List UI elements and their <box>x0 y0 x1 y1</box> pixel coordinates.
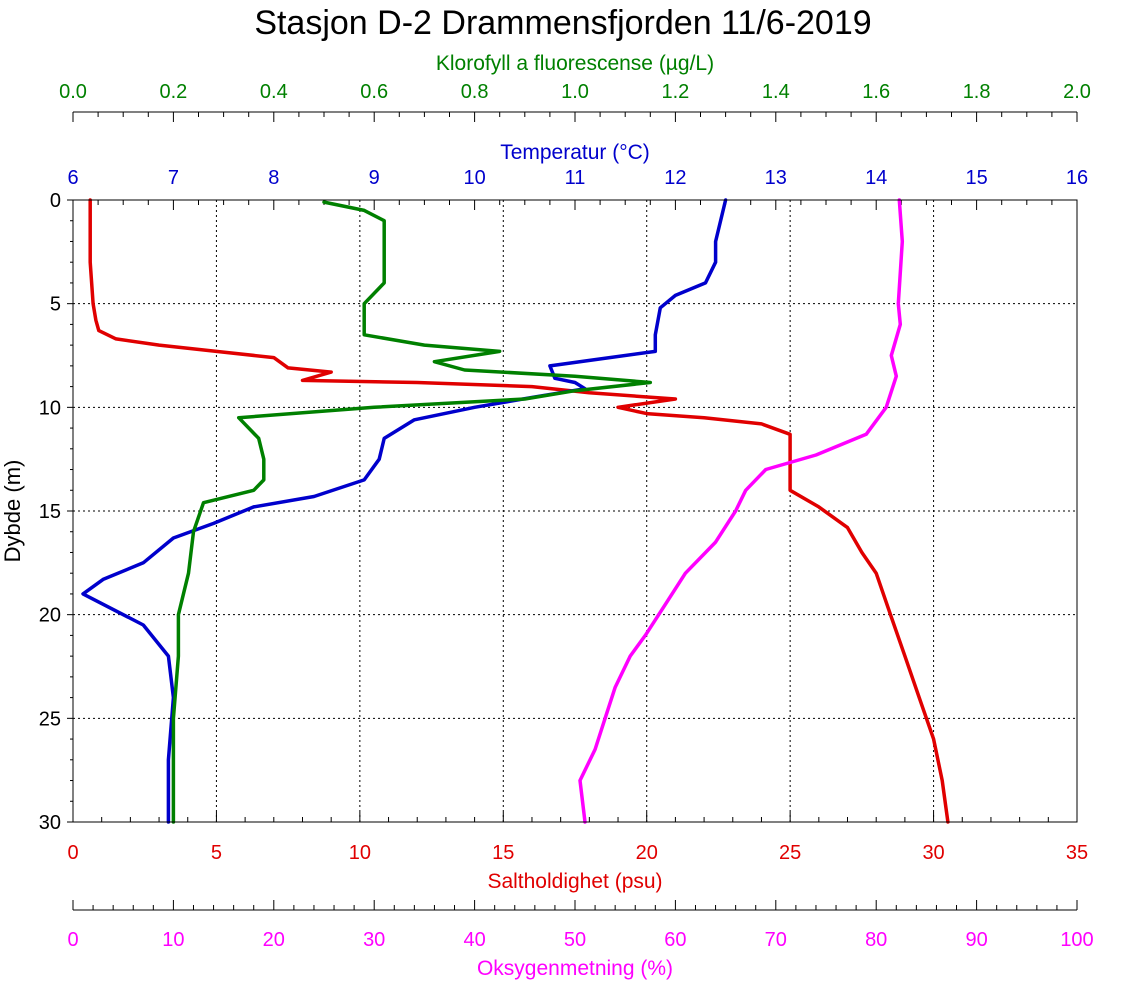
temperature-profile-line <box>81 198 728 824</box>
oxygen-tick-label: 100 <box>1060 929 1093 951</box>
salinity-tick-label: 5 <box>211 842 222 864</box>
chlorophyll-axis-title: Klorofyll a fluorescense (µg/L) <box>436 52 714 75</box>
y-tick-label: 10 <box>39 397 61 419</box>
grid <box>73 200 1077 822</box>
temperature-tick-label: 12 <box>664 167 686 189</box>
oxygen-tick-label: 0 <box>67 929 78 951</box>
chlorophyll-tick-label: 0.2 <box>159 81 187 103</box>
salinity-tick-label: 15 <box>492 842 514 864</box>
chlorophyll-tick-label: 1.0 <box>561 81 589 103</box>
chlorophyll-tick-label: 0.0 <box>59 81 87 103</box>
temperature-tick-label: 13 <box>765 167 787 189</box>
temperature-axis-title: Temperatur (°C) <box>500 141 650 164</box>
oxygen-tick-label: 10 <box>162 929 184 951</box>
chlorophyll-profile-line <box>171 200 653 824</box>
chlorophyll-tick-label: 1.4 <box>762 81 790 103</box>
temperature-tick-label: 15 <box>965 167 987 189</box>
chlorophyll-tick-label: 0.8 <box>461 81 489 103</box>
y-tick-label: 25 <box>39 708 61 730</box>
salinity-tick-label: 0 <box>67 842 78 864</box>
oxygen-profile-line <box>578 198 905 824</box>
chlorophyll-tick-label: 0.6 <box>360 81 388 103</box>
y-tick-label: 30 <box>39 812 61 834</box>
chlorophyll-tick-label: 1.8 <box>963 81 991 103</box>
oxygen-tick-label: 90 <box>965 929 987 951</box>
salinity-axis-title: Saltholdighet (psu) <box>487 870 662 893</box>
temperature-tick-label: 8 <box>268 167 279 189</box>
chlorophyll-tick-label: 1.6 <box>862 81 890 103</box>
temperature-tick-label: 6 <box>67 167 78 189</box>
chlorophyll-tick-label: 0.4 <box>260 81 288 103</box>
series-lines <box>81 198 950 824</box>
salinity-tick-label: 30 <box>922 842 944 864</box>
salinity-tick-label: 25 <box>779 842 801 864</box>
temperature-tick-label: 16 <box>1066 167 1088 189</box>
y-axis-label: Dybde (m) <box>0 460 25 563</box>
y-tick-label: 5 <box>50 294 61 316</box>
chlorophyll-tick-label: 2.0 <box>1063 81 1091 103</box>
salinity-tick-label: 35 <box>1066 842 1088 864</box>
salinity-tick-label: 20 <box>636 842 658 864</box>
salinity-profile-line <box>88 198 950 824</box>
y-tick-label: 20 <box>39 605 61 627</box>
oxygen-tick-label: 40 <box>463 929 485 951</box>
plot-frame <box>72 199 1078 823</box>
axes: 0 5 10 15 20 25 30 0.0 0.2 0.4 0.6 0.8 1.0 1.2 1.4 1.6 1… <box>39 52 1094 980</box>
y-tick-label: 15 <box>39 501 61 523</box>
oxygen-tick-label: 20 <box>263 929 285 951</box>
salinity-tick-label: 10 <box>349 842 371 864</box>
temperature-tick-label: 14 <box>865 167 887 189</box>
oxygen-tick-label: 50 <box>564 929 586 951</box>
oxygen-tick-label: 80 <box>865 929 887 951</box>
chart-title: Stasjon D-2 Drammensfjorden 11/6-2019 <box>254 4 871 42</box>
temperature-tick-label: 10 <box>463 167 485 189</box>
temperature-tick-label: 11 <box>565 167 586 189</box>
chlorophyll-tick-label: 1.2 <box>661 81 689 103</box>
temperature-tick-label: 7 <box>168 167 179 189</box>
oxygen-axis-title: Oksygenmetning (%) <box>477 957 673 980</box>
oxygen-tick-label: 70 <box>765 929 787 951</box>
y-tick-label: 0 <box>50 190 61 212</box>
oxygen-tick-label: 60 <box>664 929 686 951</box>
temperature-tick-label: 9 <box>369 167 380 189</box>
oxygen-tick-label: 30 <box>363 929 385 951</box>
